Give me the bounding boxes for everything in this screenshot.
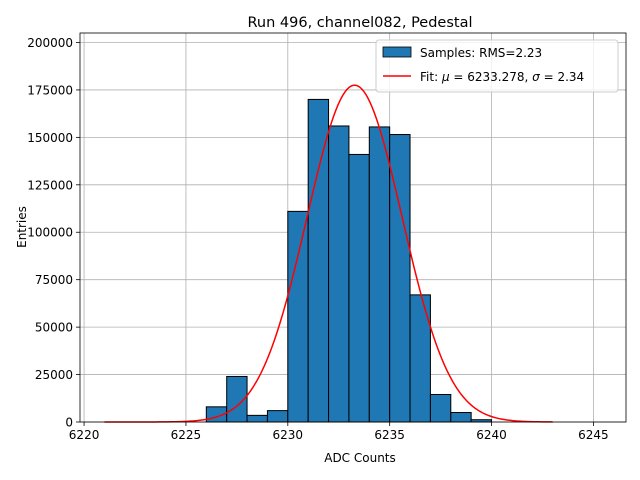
histogram-bar <box>368 126 391 423</box>
histogram-bar <box>328 125 350 423</box>
chart-title: Run 496, channel082, Pedestal <box>247 15 472 31</box>
y-tick-label: 175000 <box>27 83 73 97</box>
legend-histogram-label: Samples: RMS=2.23 <box>420 46 542 60</box>
legend-histogram-swatch <box>382 46 412 58</box>
y-tick-label: 150000 <box>27 131 73 145</box>
y-tick-label: 25000 <box>35 368 73 382</box>
x-axis-label: ADC Counts <box>324 451 396 465</box>
histogram-bar <box>307 98 330 423</box>
y-axis-label: Entries <box>15 206 29 248</box>
histogram-bar <box>266 410 289 423</box>
y-tick-label: 200000 <box>27 36 73 50</box>
y-tick-label: 0 <box>65 416 73 430</box>
x-tick-label: 6235 <box>374 428 405 442</box>
histogram-bar <box>409 294 431 423</box>
plot-frame <box>79 32 627 423</box>
histogram-bars <box>205 98 493 423</box>
histogram-bar <box>246 414 268 423</box>
y-axis-ticks: 0 25000 50000 75000 100000 125000 150000 175000… <box>27 36 80 430</box>
x-tick-label: 6220 <box>69 428 100 442</box>
y-tick-label: 75000 <box>35 273 73 287</box>
y-tick-label: 100000 <box>27 226 73 240</box>
x-axis-ticks: 6220 6225 6230 6235 6240 6245 <box>69 422 609 442</box>
legend-fit-label: Fit: μ = 6233.278, σ = 2.34 <box>420 70 584 84</box>
histogram-bar <box>287 210 309 423</box>
histogram-bar <box>348 153 370 423</box>
histogram-bar <box>429 393 452 423</box>
legend-frame <box>375 39 619 93</box>
histogram-bar <box>450 412 472 423</box>
y-tick-label: 50000 <box>35 321 73 335</box>
x-tick-label: 6240 <box>476 428 507 442</box>
y-tick-label: 125000 <box>27 178 73 192</box>
x-tick-label: 6225 <box>171 428 202 442</box>
x-tick-label: 6245 <box>578 428 609 442</box>
legend: Samples: RMS=2.23 Fit: μ = 6233.278, σ =… <box>375 39 619 93</box>
x-tick-label: 6230 <box>273 428 304 442</box>
